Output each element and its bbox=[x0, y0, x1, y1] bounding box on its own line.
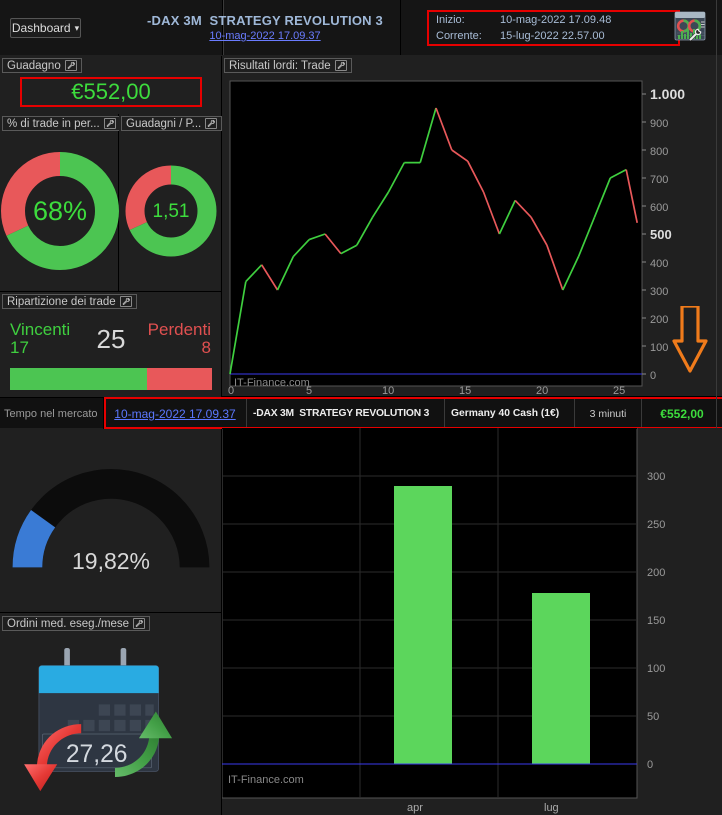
svg-text:300: 300 bbox=[650, 286, 668, 298]
svg-text:100: 100 bbox=[650, 342, 668, 354]
svg-text:800: 800 bbox=[650, 146, 668, 158]
svg-text:500: 500 bbox=[650, 227, 672, 242]
svg-text:200: 200 bbox=[650, 314, 668, 326]
svg-text:50: 50 bbox=[647, 711, 659, 723]
svg-text:25: 25 bbox=[613, 385, 625, 396]
svg-text:700: 700 bbox=[650, 174, 668, 186]
svg-text:lug: lug bbox=[544, 802, 559, 814]
svg-text:IT-Finance.com: IT-Finance.com bbox=[234, 377, 310, 389]
svg-text:0: 0 bbox=[650, 370, 656, 382]
svg-text:300: 300 bbox=[647, 471, 665, 483]
svg-text:apr: apr bbox=[407, 802, 423, 814]
svg-text:68%: 68% bbox=[32, 196, 86, 226]
svg-text:250: 250 bbox=[647, 519, 665, 531]
svg-text:600: 600 bbox=[650, 202, 668, 214]
svg-text:200: 200 bbox=[647, 567, 665, 579]
svg-text:1,51: 1,51 bbox=[152, 201, 189, 222]
svg-text:100: 100 bbox=[647, 663, 665, 675]
svg-text:20: 20 bbox=[536, 385, 548, 396]
svg-text:10: 10 bbox=[382, 385, 394, 396]
svg-text:900: 900 bbox=[650, 118, 668, 130]
svg-text:0: 0 bbox=[647, 759, 653, 771]
svg-text:150: 150 bbox=[647, 615, 665, 627]
svg-text:15: 15 bbox=[459, 385, 471, 396]
svg-text:400: 400 bbox=[650, 258, 668, 270]
svg-text:IT-Finance.com: IT-Finance.com bbox=[228, 774, 304, 786]
svg-text:1.000: 1.000 bbox=[650, 86, 685, 102]
svg-text:27,26: 27,26 bbox=[66, 741, 128, 768]
